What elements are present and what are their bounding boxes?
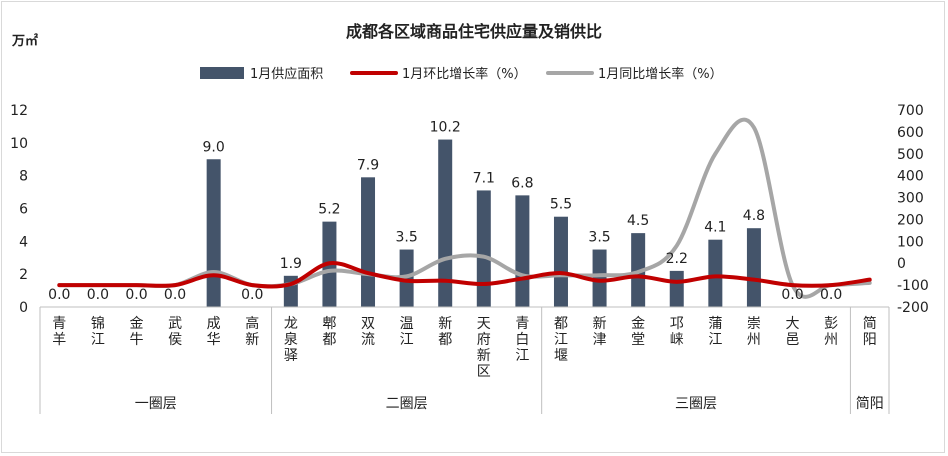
y-right-tick-label: -200 (897, 300, 929, 316)
bar-value-labels: 0.0 0.0 0.0 0.0 9.0 0.0 1.9 5.2 7.9 3.5 10.2 7.1 6.8… (48, 120, 842, 303)
bar-value-label: 0.0 (87, 287, 109, 303)
x-category-label: 龙泉驿 (284, 316, 298, 364)
bar-value-label: 0.0 (781, 287, 803, 303)
bar-value-label: 5.2 (318, 202, 340, 218)
bar-value-label: 6.8 (511, 175, 533, 191)
x-category-label: 高新 (245, 315, 259, 348)
bar-value-label: 3.5 (588, 230, 610, 246)
legend-label: 1月供应面积 (250, 66, 323, 82)
bar-value-label: 7.1 (473, 170, 495, 186)
y-right-tick-label: 300 (897, 191, 924, 207)
bar (746, 228, 761, 307)
line-series (57, 117, 872, 299)
bar-value-label: 2.2 (666, 251, 688, 267)
chart-title: 成都各区域商品住宅供应量及销供比 (346, 22, 602, 41)
bar-value-label: 1.9 (280, 256, 302, 272)
bar-value-label: 0.0 (164, 287, 186, 303)
bar-value-label: 0.0 (48, 287, 70, 303)
legend-label: 1月同比增长率（%） (598, 66, 723, 82)
y-left-tick-label: 8 (19, 169, 28, 185)
bar-value-label: 0.0 (125, 287, 147, 303)
bar-value-label: 9.0 (203, 139, 225, 155)
bar (669, 270, 684, 307)
x-category-label: 金牛 (129, 316, 143, 348)
x-category-label: 彭州 (824, 316, 838, 348)
x-category-label: 新都 (438, 316, 452, 348)
y-right-tick-label: 600 (897, 125, 924, 141)
bar (515, 195, 530, 307)
x-category-label: 温江 (400, 316, 414, 348)
y-axis-right: -200 -100 0 100 200 300 400 500 600 700 (897, 103, 929, 316)
x-category-label: 天府新区 (477, 316, 491, 380)
x-category-label: 青白江 (515, 316, 529, 364)
x-category-label: 崇州 (747, 316, 761, 348)
bar-value-label: 4.1 (704, 220, 726, 236)
bar-value-label: 10.2 (430, 120, 461, 136)
bar-series (206, 139, 761, 307)
x-category-label: 邛崃 (670, 316, 684, 348)
bar (206, 159, 221, 307)
legend-swatch-bar (200, 67, 244, 79)
y-left-tick-label: 10 (10, 136, 28, 152)
y-left-tick-label: 4 (19, 234, 28, 250)
x-category-label: 青羊 (52, 316, 66, 348)
line-mom-growth (57, 261, 872, 289)
y-right-tick-label: -100 (897, 278, 929, 294)
y-right-tick-label: 100 (897, 234, 924, 250)
bar-value-label: 7.9 (357, 157, 379, 173)
x-group-label: 二圈层 (386, 396, 428, 412)
y-left-tick-label: 0 (19, 300, 28, 316)
bar-value-label: 0.0 (241, 287, 263, 303)
bar (553, 216, 568, 307)
x-category-label: 简阳 (863, 315, 877, 348)
y-right-tick-label: 200 (897, 212, 924, 228)
x-group-label: 简阳 (856, 395, 884, 412)
x-category-label: 锦江 (91, 315, 105, 348)
bar-value-label: 3.5 (395, 230, 417, 246)
bar (361, 177, 376, 307)
x-category-label: 武侯 (168, 316, 182, 348)
bar-value-label: 5.5 (550, 197, 572, 213)
bar (438, 139, 453, 307)
y-left-tick-label: 12 (10, 103, 28, 119)
y-right-tick-label: 700 (897, 103, 924, 119)
legend-label: 1月环比增长率（%） (402, 66, 527, 82)
bar-value-label: 4.5 (627, 213, 649, 229)
y-axis-left: 0 2 4 6 8 10 12 (10, 103, 28, 316)
x-group-label: 一圈层 (135, 396, 177, 412)
y-left-tick-label: 2 (19, 267, 28, 283)
x-category-label: 大邑 (786, 316, 800, 348)
y-left-tick-label: 6 (19, 202, 28, 218)
x-category-label: 新津 (593, 316, 607, 348)
x-group-label: 三圈层 (675, 396, 717, 412)
bar-value-label: 4.8 (743, 208, 765, 224)
bar (708, 239, 723, 307)
y-right-tick-label: 500 (897, 147, 924, 163)
line-yoy-growth (57, 117, 872, 299)
y-left-unit-label: 万㎡ (11, 33, 38, 49)
x-category-label: 成华 (207, 316, 221, 348)
legend: 1月供应面积 1月环比增长率（%） 1月同比增长率（%） (200, 66, 723, 82)
y-right-tick-label: 0 (897, 256, 906, 272)
bar-value-label: 0.0 (820, 287, 842, 303)
x-category-label: 蒲江 (708, 316, 722, 348)
x-category-label: 都江堰 (554, 316, 568, 364)
x-category-label: 金堂 (631, 316, 645, 348)
x-category-label: 双流 (361, 316, 375, 348)
bar (476, 190, 491, 307)
bar (592, 249, 607, 307)
x-category-label: 郫都 (322, 316, 336, 348)
y-right-tick-label: 400 (897, 169, 924, 185)
